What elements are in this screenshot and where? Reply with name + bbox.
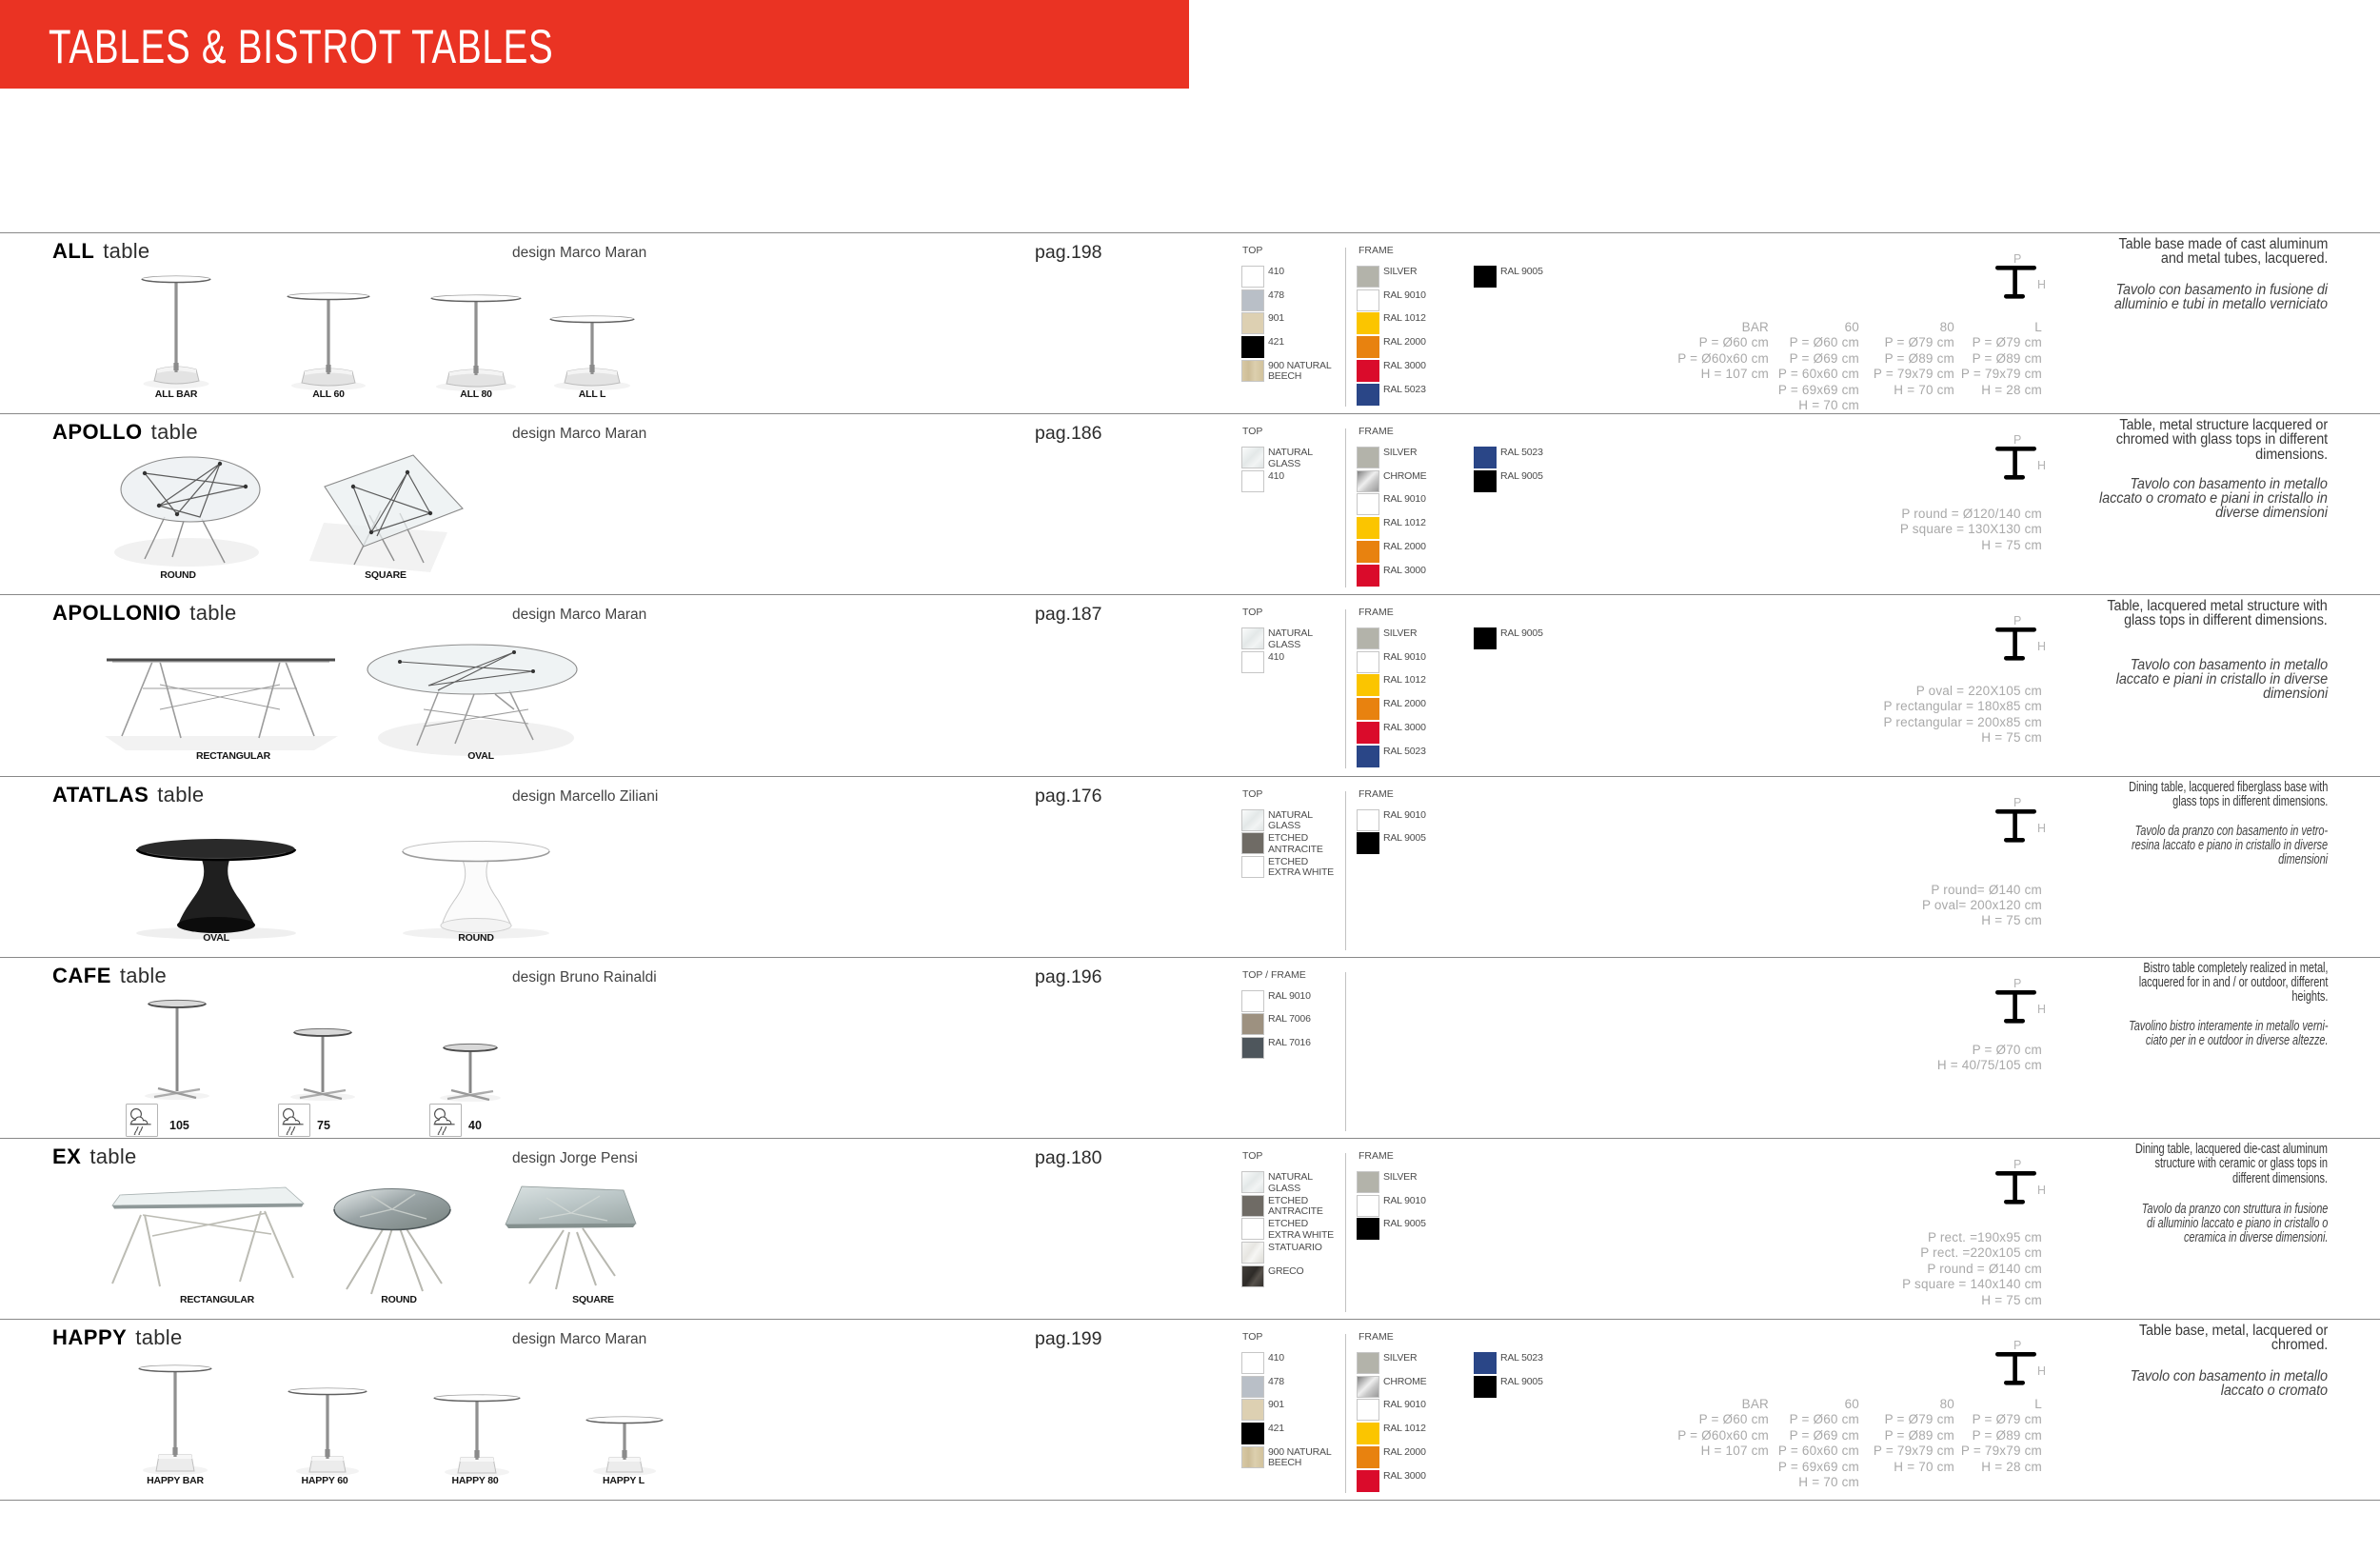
svg-text:H: H (2037, 1364, 2046, 1378)
svg-text:H: H (2037, 822, 2046, 835)
svg-text:H: H (2037, 459, 2046, 472)
svg-text:P: P (2013, 252, 2021, 266)
svg-text:H: H (2037, 1184, 2046, 1197)
svg-text:P: P (2013, 614, 2021, 627)
svg-text:P: P (2013, 433, 2021, 447)
svg-text:P: P (2013, 1158, 2021, 1171)
svg-text:P: P (2013, 1339, 2021, 1352)
svg-text:H: H (2037, 1003, 2046, 1016)
svg-text:H: H (2037, 640, 2046, 653)
svg-text:P: P (2013, 796, 2021, 809)
svg-text:H: H (2037, 278, 2046, 291)
svg-text:P: P (2013, 977, 2021, 990)
